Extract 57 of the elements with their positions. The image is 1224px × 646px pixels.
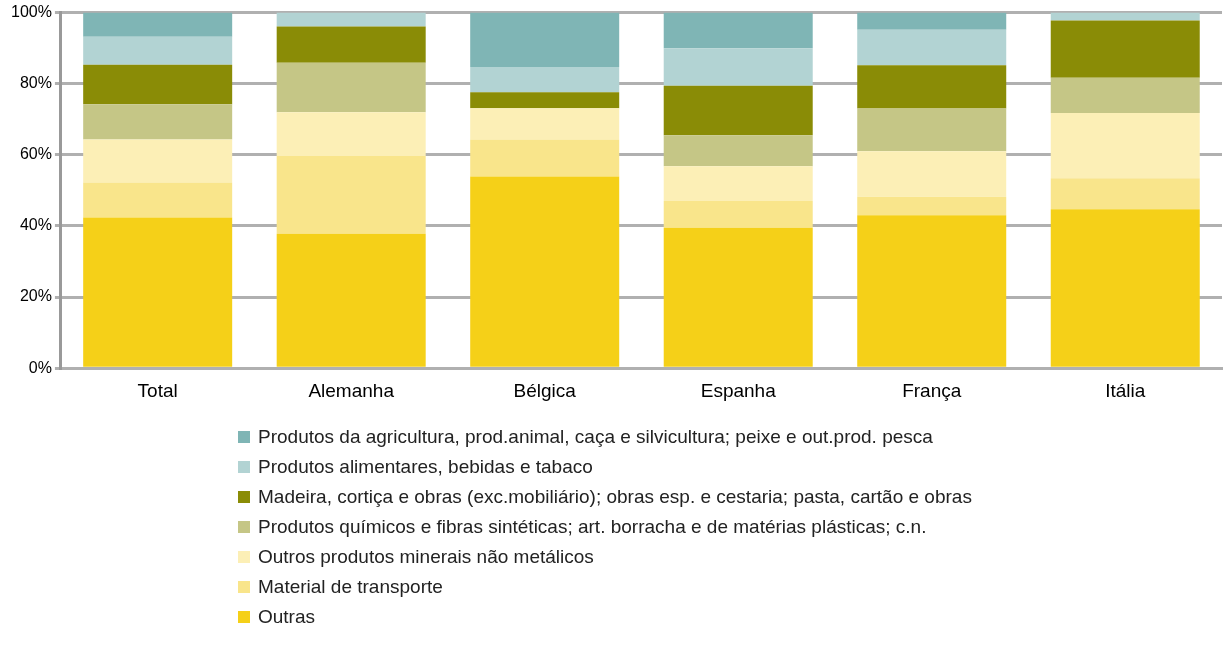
x-tick-label: Alemanha [308, 379, 395, 401]
x-tick-label: Itália [1105, 379, 1146, 401]
bar [663, 135, 813, 167]
bar [83, 139, 233, 183]
legend-label: Outros produtos minerais não metálicos [258, 546, 594, 568]
bar [1050, 178, 1200, 210]
y-tick-label: 20% [19, 287, 52, 305]
bar [276, 233, 426, 367]
bar [470, 176, 620, 367]
legend-label: Material de transporte [258, 576, 443, 598]
bar [276, 155, 426, 234]
bar [663, 201, 813, 228]
bar [1050, 209, 1200, 367]
y-tick-label: 60% [19, 145, 52, 163]
y-tick-label: 0% [28, 358, 52, 376]
bar [663, 12, 813, 49]
bar [470, 92, 620, 109]
legend-label: Madeira, cortiça e obras (exc.mobiliário); obras esp. e cestaria; pasta, cartão e obras [258, 486, 972, 508]
bar [857, 29, 1007, 66]
bar [470, 12, 620, 68]
x-tick-label: Espanha [700, 379, 777, 401]
bar [470, 139, 620, 177]
bar [83, 12, 233, 37]
bar [83, 217, 233, 367]
bar [663, 85, 813, 136]
bar [1050, 77, 1200, 113]
bar [857, 108, 1007, 152]
bar [857, 151, 1007, 197]
bar [276, 26, 426, 63]
y-tick-label: 100% [11, 3, 52, 21]
bar [663, 227, 813, 367]
legend-label: Outras [258, 606, 316, 628]
x-tick-label: Total [137, 379, 178, 401]
bar [83, 36, 233, 65]
bar [857, 12, 1007, 30]
bar [83, 182, 233, 218]
bar [470, 108, 620, 140]
bar [276, 62, 426, 113]
x-tick-label: Bélgica [513, 379, 577, 401]
x-tick-label: França [902, 379, 962, 401]
y-tick-label: 80% [19, 74, 52, 92]
bar [857, 215, 1007, 367]
bar [857, 65, 1007, 109]
legend-label: Produtos da agricultura, prod.animal, caça e silvicultura; peixe e out.prod. pesca [258, 426, 933, 448]
bar [83, 104, 233, 140]
bar [1050, 112, 1200, 179]
legend-label: Produtos alimentares, bebidas e tabaco [258, 456, 593, 478]
y-tick-label: 40% [19, 216, 52, 234]
bar [663, 166, 813, 202]
bar [276, 112, 426, 156]
bar [470, 67, 620, 93]
legend-label: Produtos químicos e fibras sintéticas; art. borracha e de matérias plásticas; c.n. [258, 516, 927, 538]
bar [1050, 20, 1200, 78]
bar [276, 12, 426, 27]
bar [857, 196, 1007, 216]
bar [83, 64, 233, 105]
bar [663, 48, 813, 86]
